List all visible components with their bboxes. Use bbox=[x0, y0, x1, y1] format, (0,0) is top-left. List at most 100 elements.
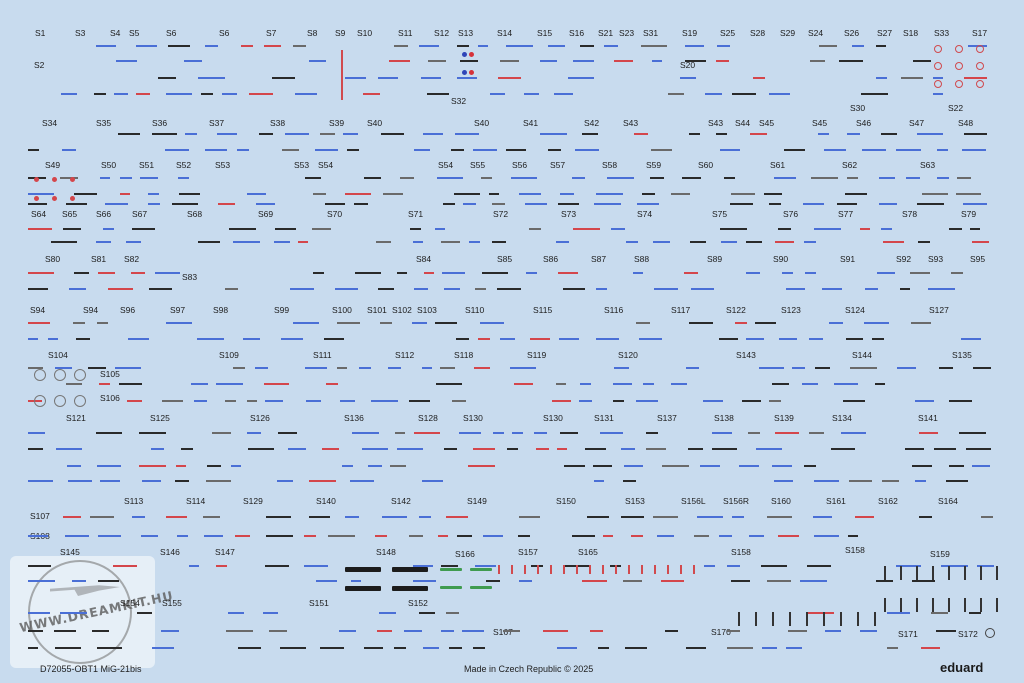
decal-stripe bbox=[558, 272, 578, 274]
decal-stripe bbox=[305, 177, 321, 179]
decal-label-s171: S171 bbox=[898, 629, 918, 639]
decal-stripe bbox=[689, 322, 713, 324]
decal-stripe bbox=[96, 45, 116, 47]
decal-stripe bbox=[427, 93, 449, 95]
decal-label-s155: S155 bbox=[162, 598, 182, 608]
decal-stripe bbox=[139, 432, 166, 434]
decal-label-s25: S25 bbox=[720, 28, 736, 38]
decal-label-s148: S148 bbox=[376, 547, 396, 557]
decal-stripe bbox=[525, 203, 547, 205]
decal-stripe bbox=[803, 203, 824, 205]
decal-label-s82: S82 bbox=[124, 254, 140, 264]
decal-stripe bbox=[216, 565, 227, 567]
decal-stripe bbox=[970, 228, 980, 230]
decal-stripe bbox=[281, 338, 303, 340]
decal-label-s160: S160 bbox=[771, 496, 791, 506]
decal-stripe bbox=[860, 228, 870, 230]
decal-label-s7: S7 bbox=[266, 28, 277, 38]
decal-stripe bbox=[304, 535, 316, 537]
decal-stripe bbox=[774, 480, 793, 482]
decal-label-s140: S140 bbox=[316, 496, 336, 506]
star-decal bbox=[52, 196, 57, 201]
decal-stripe bbox=[140, 177, 158, 179]
decal-label-s88: S88 bbox=[634, 254, 650, 264]
decal-stripe bbox=[277, 480, 293, 482]
decal-stripe bbox=[788, 630, 807, 632]
decal-stripe bbox=[572, 535, 595, 537]
decal-stripe bbox=[621, 516, 644, 518]
decal-label-s118: S118 bbox=[454, 350, 474, 360]
decal-stripe bbox=[315, 149, 338, 151]
decal-label-s116: S116 bbox=[604, 305, 624, 315]
decal-stripe bbox=[454, 193, 480, 195]
decal-stripe bbox=[946, 480, 968, 482]
ring-decal bbox=[976, 45, 984, 53]
decal-stripe bbox=[339, 630, 356, 632]
decal-stripe bbox=[212, 432, 231, 434]
decal-stripe bbox=[807, 565, 831, 567]
decal-stripe bbox=[887, 612, 910, 614]
decal-label-s141: S141 bbox=[918, 413, 938, 423]
decal-stripe bbox=[322, 448, 339, 450]
decal-stripe bbox=[717, 45, 730, 47]
decal-stripe bbox=[876, 45, 886, 47]
decal-stripe bbox=[911, 322, 931, 324]
decal-label-s12: S12 bbox=[434, 28, 450, 38]
decal-stripe bbox=[137, 612, 152, 614]
decal-stripe bbox=[556, 383, 566, 385]
decal-stripe bbox=[582, 580, 607, 582]
decal-stripe bbox=[54, 630, 76, 632]
decal-stripe bbox=[772, 383, 789, 385]
decal-stripe bbox=[410, 228, 421, 230]
decal-stripe bbox=[457, 45, 469, 47]
decal-stripe bbox=[811, 177, 838, 179]
decal-stripe bbox=[557, 448, 567, 450]
decal-stripe bbox=[764, 193, 782, 195]
decal-stripe bbox=[603, 535, 613, 537]
decal-stripe bbox=[641, 45, 667, 47]
instrument-dial-decal bbox=[54, 395, 66, 407]
decal-stripe bbox=[198, 241, 220, 243]
decal-label-s54: S54 bbox=[438, 160, 454, 170]
decal-stripe bbox=[646, 432, 658, 434]
decal-label-s69: S69 bbox=[258, 209, 274, 219]
decal-stripe bbox=[650, 177, 664, 179]
decal-stripe bbox=[247, 432, 261, 434]
decal-stripe bbox=[963, 203, 987, 205]
decal-stripe bbox=[337, 367, 347, 369]
red-tick-decal bbox=[537, 565, 539, 574]
decal-label-s119: S119 bbox=[527, 350, 547, 360]
product-code: D72055-OBT1 MiG-21bis bbox=[40, 664, 142, 674]
decal-stripe bbox=[275, 228, 296, 230]
decal-stripe bbox=[136, 93, 150, 95]
decal-stripe bbox=[371, 400, 398, 402]
decal-stripe bbox=[269, 630, 287, 632]
decal-stripe bbox=[941, 565, 968, 567]
decal-stripe bbox=[802, 383, 818, 385]
decal-stripe bbox=[624, 465, 643, 467]
red-tick-decal bbox=[511, 565, 513, 574]
decal-stripe bbox=[956, 193, 981, 195]
decal-stripe bbox=[746, 241, 762, 243]
decal-stripe bbox=[149, 288, 172, 290]
decal-stripe bbox=[233, 241, 260, 243]
ring-decal bbox=[976, 80, 984, 88]
dark-tick-decal bbox=[900, 566, 902, 580]
decal-stripe bbox=[481, 177, 492, 179]
decal-label-s79: S79 bbox=[961, 209, 977, 219]
decal-stripe bbox=[456, 338, 469, 340]
red-tick-decal bbox=[628, 565, 630, 574]
decal-stripe bbox=[814, 480, 839, 482]
decal-stripe bbox=[483, 535, 503, 537]
decal-label-s134: S134 bbox=[832, 413, 852, 423]
decal-label-s44: S44 bbox=[735, 118, 751, 128]
decal-stripe bbox=[689, 133, 700, 135]
decal-label-s147: S147 bbox=[215, 547, 235, 557]
decal-stripe bbox=[506, 149, 526, 151]
decal-stripe bbox=[28, 338, 38, 340]
decal-stripe bbox=[359, 367, 371, 369]
decal-stripe bbox=[755, 322, 776, 324]
decal-stripe bbox=[720, 149, 740, 151]
decal-stripe bbox=[354, 203, 368, 205]
decal-label-s28: S28 bbox=[750, 28, 766, 38]
